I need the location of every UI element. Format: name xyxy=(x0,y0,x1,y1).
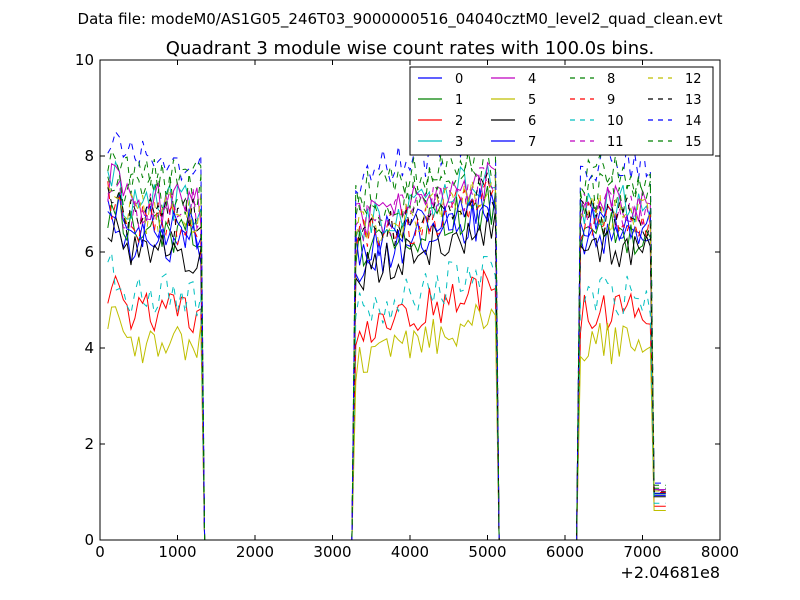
y-tick-label: 0 xyxy=(84,531,94,549)
x-tick-label: 1000 xyxy=(158,543,196,561)
x-tick-label: 0 xyxy=(95,543,105,561)
series-line xyxy=(107,172,666,540)
series-line xyxy=(107,177,666,540)
x-tick-label: 6000 xyxy=(546,543,584,561)
legend-label: 5 xyxy=(528,93,536,108)
legend-label: 11 xyxy=(607,135,624,150)
y-tick-label: 4 xyxy=(84,339,94,357)
series-line xyxy=(107,133,666,540)
series-line xyxy=(107,119,666,540)
series-line xyxy=(107,160,666,540)
x-tick-label: 3000 xyxy=(313,543,351,561)
x-axis: 0 1000 2000 3000 4000 5000 6000 7000 8000 xyxy=(95,60,739,561)
x-tick-label: 5000 xyxy=(468,543,506,561)
series-line xyxy=(107,268,666,540)
series-line xyxy=(107,167,666,540)
legend-label: 1 xyxy=(455,93,463,108)
legend-label: 15 xyxy=(685,135,702,150)
legend-label: 14 xyxy=(685,114,702,129)
legend-label: 10 xyxy=(607,114,624,129)
y-tick-label: 6 xyxy=(84,243,94,261)
plot-lines xyxy=(107,119,666,540)
series-line xyxy=(107,185,666,540)
legend-label: 7 xyxy=(528,135,536,150)
x-tick-label: 8000 xyxy=(701,543,739,561)
legend-frame xyxy=(409,66,714,156)
legend-label: 3 xyxy=(455,135,463,150)
legend-label: 13 xyxy=(685,93,702,108)
chart-suptitle: Data file: modeM0/AS1G05_246T03_90000005… xyxy=(78,10,723,29)
legend-label: 0 xyxy=(455,72,463,87)
x-tick-label: 2000 xyxy=(236,543,274,561)
legend-label: 12 xyxy=(685,72,702,87)
y-tick-label: 10 xyxy=(75,51,94,69)
legend-label: 2 xyxy=(455,114,463,129)
x-offset-label: +2.04681e8 xyxy=(620,563,720,582)
series-line xyxy=(107,211,666,540)
series-line xyxy=(107,303,666,540)
x-tick-label: 4000 xyxy=(391,543,429,561)
legend-label: 4 xyxy=(528,72,536,87)
legend-label: 6 xyxy=(528,114,536,129)
series-line xyxy=(107,198,666,540)
y-tick-label: 2 xyxy=(84,435,94,453)
y-tick-label: 8 xyxy=(84,147,94,165)
legend-label: 8 xyxy=(607,72,615,87)
x-tick-label: 7000 xyxy=(623,543,661,561)
legend-label: 9 xyxy=(607,93,615,108)
series-line xyxy=(107,252,666,540)
chart-title: Quadrant 3 module wise count rates with … xyxy=(166,38,655,59)
